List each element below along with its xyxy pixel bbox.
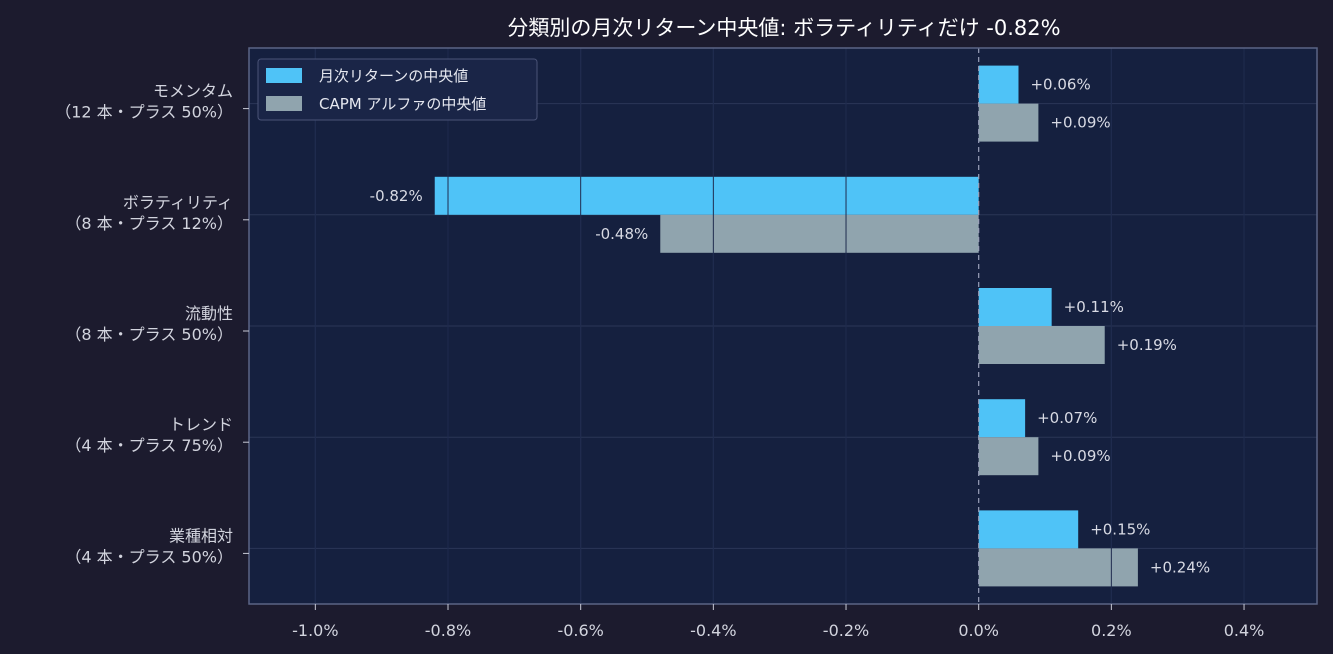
data-label: -0.48% (595, 225, 648, 243)
y-tick-label: （8 本・プラス 12%） (65, 214, 233, 233)
y-tick-label: （4 本・プラス 50%） (65, 547, 233, 566)
bar-capm-alpha (978, 548, 1138, 587)
legend-label: CAPM アルファの中央値 (319, 95, 486, 113)
data-label: +0.24% (1150, 558, 1210, 576)
y-tick-label: トレンド (169, 415, 233, 434)
grid-overlay (314, 48, 1245, 604)
legend: 月次リターンの中央値 CAPM アルファの中央値 (257, 58, 538, 121)
bar-capm-alpha (978, 103, 1039, 142)
bar-monthly-return (978, 510, 1079, 549)
plot-frame (248, 47, 1318, 605)
bar-monthly-return (978, 65, 1019, 104)
data-label: +0.06% (1030, 76, 1090, 94)
x-tick-label: 0.4% (1224, 621, 1265, 640)
legend-swatch (266, 68, 302, 83)
y-axis: モメンタム （12 本・プラス 50%） ボラティリティ （8 本・プラス 12%） 流… (55, 82, 249, 566)
x-tick-label: 0.0% (958, 621, 999, 640)
bar-monthly-return (978, 399, 1026, 438)
chart-title: 分類別の月次リターン中央値: ボラティリティだけ -0.82% (507, 16, 1060, 40)
data-label: +0.11% (1064, 298, 1124, 316)
data-label: -0.82% (370, 187, 423, 205)
data-label: +0.15% (1090, 520, 1150, 538)
x-tick-label: -0.8% (425, 621, 471, 640)
legend-label: 月次リターンの中央値 (319, 67, 468, 85)
data-label: +0.09% (1050, 447, 1110, 465)
x-tick-label: -0.2% (823, 621, 869, 640)
bar-capm-alpha (978, 437, 1039, 476)
y-tick-label: 業種相対 (169, 526, 233, 545)
legend-swatch (266, 96, 302, 111)
y-tick-label: （8 本・プラス 50%） (65, 325, 233, 344)
data-label: +0.09% (1050, 114, 1110, 132)
bar-monthly-return (434, 176, 979, 215)
data-labels: +0.06% -0.82% +0.11% +0.07% +0.15% +0.09% -0.4… (370, 76, 1210, 577)
bar-capm-alpha (978, 326, 1105, 364)
y-tick-label: （4 本・プラス 75%） (65, 436, 233, 455)
bar-capm-alpha (660, 214, 979, 253)
bar-monthly-return (978, 288, 1052, 326)
y-tick-label: ボラティリティ (123, 193, 233, 212)
data-label: +0.07% (1037, 409, 1097, 427)
y-tick-label: （12 本・プラス 50%） (55, 103, 233, 122)
x-tick-label: -0.6% (557, 621, 603, 640)
x-tick-label: 0.2% (1091, 621, 1132, 640)
x-tick-label: -1.0% (292, 621, 338, 640)
x-tick-label: -0.4% (690, 621, 736, 640)
x-axis: -1.0% -0.8% -0.6% -0.4% -0.2% 0.0% 0.2% 0.4% (292, 604, 1264, 640)
data-label: +0.19% (1117, 336, 1177, 354)
y-tick-label: 流動性 (185, 304, 233, 323)
y-tick-label: モメンタム (153, 82, 233, 101)
legend-box (257, 58, 538, 121)
